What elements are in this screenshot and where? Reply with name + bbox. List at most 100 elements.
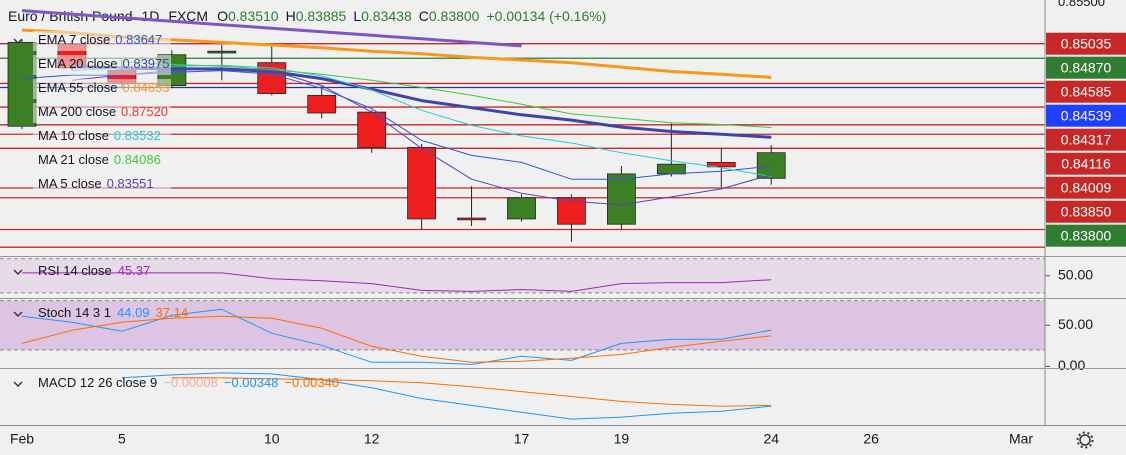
legend-item: RSI 14 close 45.37 (38, 263, 150, 278)
legend-name: MA 21 close (38, 152, 109, 167)
price-label-box (1046, 80, 1126, 103)
legend-name: MA 10 close (38, 128, 109, 143)
candle-body (357, 111, 387, 148)
legend-background (33, 31, 171, 51)
legend-value: −0.00348 (224, 375, 279, 390)
source: FXCM (168, 8, 208, 24)
legend-item: MA 5 close 0.83551 (38, 176, 154, 191)
indicator-pane (0, 300, 1045, 365)
legend-value: 45.37 (118, 263, 151, 278)
candle-body (607, 173, 636, 225)
price-label-box (1046, 152, 1126, 175)
legend-title: Stoch 14 3 1 (38, 305, 111, 320)
legend-title: RSI 14 close (38, 263, 112, 278)
quote-key: L (353, 8, 361, 24)
legend-name: MA 200 close (38, 104, 116, 119)
legend-value: 0.83647 (115, 32, 162, 47)
y-tick-label: 50.00 (1058, 316, 1093, 332)
collapse-chevron[interactable] (13, 381, 23, 387)
indicator-pane (121, 372, 772, 420)
price-label: 0.84116 (1061, 155, 1111, 171)
legend-name: EMA 20 close (38, 56, 118, 71)
header: Euro / British Pound 1D FXCM O0.83510 H0.838… (8, 8, 606, 24)
gear-teeth[interactable] (1076, 431, 1094, 449)
legend-value: 0.83532 (114, 128, 161, 143)
candle-body (457, 217, 486, 221)
candle-body (656, 163, 686, 175)
indicator-line (22, 272, 772, 292)
indicator-line (21, 315, 772, 363)
legend-background (33, 55, 171, 75)
x-tick-label: Mar (1009, 431, 1033, 447)
indicator-line (71, 64, 772, 177)
legend-background (33, 151, 171, 171)
x-tick-label: 10 (264, 431, 280, 447)
y-tick-label: 0.85500 (1058, 0, 1105, 9)
legend-background (33, 127, 171, 147)
price-label-box (1046, 32, 1126, 55)
legend-item: MA 21 close 0.84086 (38, 152, 161, 167)
indicator-line (171, 377, 772, 407)
quote-key: C (419, 8, 429, 24)
indicator-line (71, 64, 772, 139)
price-label: 0.84009 (1061, 179, 1112, 195)
candle-body (756, 152, 786, 179)
indicator-line (121, 61, 772, 128)
legend-item: EMA 20 close 0.83975 (38, 56, 170, 71)
candle-body (507, 197, 536, 220)
legend-value: −0.00008 (163, 375, 218, 390)
price-label-box (1046, 176, 1126, 199)
indicator-line (21, 308, 772, 365)
candle-body (706, 162, 736, 168)
price-label: 0.84317 (1061, 131, 1112, 147)
quote-key: H (286, 8, 296, 24)
x-tick-label: Feb (10, 431, 34, 447)
price-label: 0.84870 (1061, 59, 1112, 75)
price-label: 0.83850 (1061, 203, 1112, 219)
legend-name: EMA 55 close (38, 80, 118, 95)
legend-name: EMA 7 close (38, 32, 110, 47)
legend-item: EMA 7 close 0.83647 (38, 32, 162, 47)
legend-background (33, 103, 171, 123)
y-tick-label: 0.00 (1058, 357, 1085, 373)
quote-key: O (217, 8, 228, 24)
x-tick-label: 12 (364, 431, 380, 447)
price-label: 0.83800 (1061, 227, 1112, 243)
band (0, 300, 1045, 350)
collapse-chevron[interactable] (13, 38, 23, 44)
y-tick-label: 50.00 (1058, 266, 1093, 282)
legend-item: MA 200 close 0.87520 (38, 104, 168, 119)
collapse-chevron[interactable] (13, 311, 23, 317)
legend-item: MA 10 close 0.83532 (38, 128, 161, 143)
legend-background (33, 79, 171, 99)
band (0, 258, 1045, 293)
legend-value: 37.14 (156, 305, 189, 320)
gear[interactable] (1079, 434, 1091, 446)
price-label-box (1046, 104, 1126, 127)
legend-name: MA 5 close (38, 176, 102, 191)
price-label: 0.84585 (1061, 83, 1112, 99)
legend-item: Stoch 14 3 1 44.09 37.14 (38, 305, 188, 320)
indicator-pane (0, 258, 1045, 294)
x-tick-label: 17 (514, 431, 530, 447)
quote-change: +0.00134 (+0.16%) (486, 8, 606, 24)
quote-value: 0.83885 (296, 8, 347, 24)
price-label: 0.84539 (1061, 107, 1112, 123)
legend-value: 0.83551 (107, 176, 154, 191)
collapse-chevron[interactable] (13, 269, 23, 275)
candle-body (307, 94, 337, 114)
candle-body (7, 41, 37, 127)
legend-value: 0.84653 (123, 80, 170, 95)
legend-item: EMA 55 close 0.84653 (38, 80, 170, 95)
price-label-box (1046, 56, 1126, 79)
price-label: 0.85035 (1061, 35, 1112, 51)
legend-value: 0.84086 (114, 152, 161, 167)
legend-value: 0.83975 (123, 56, 170, 71)
x-tick-label: 5 (118, 431, 126, 447)
legend-title: MACD 12 26 close 9 (38, 375, 157, 390)
indicator-line (121, 372, 772, 420)
candle-body (407, 147, 437, 220)
settings-icon[interactable] (1076, 431, 1094, 449)
